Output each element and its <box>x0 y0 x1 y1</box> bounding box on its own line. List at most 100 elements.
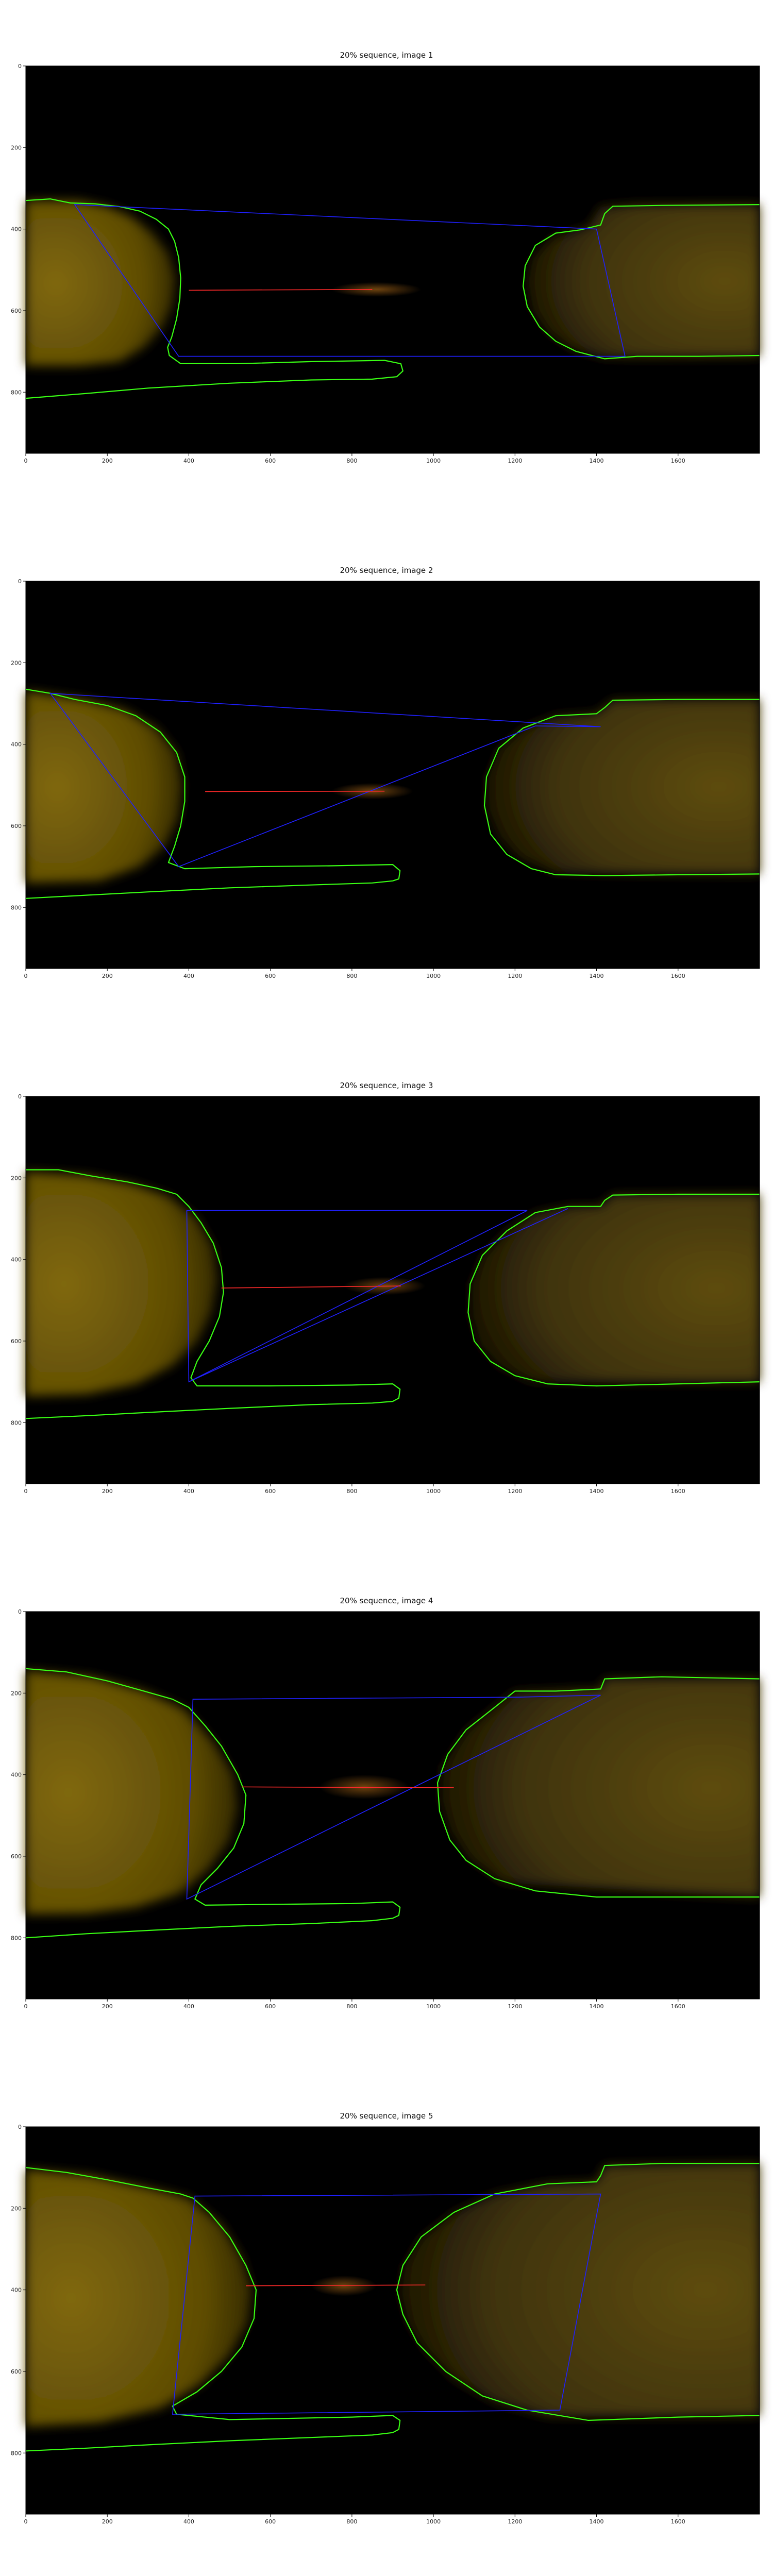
y-tick-label: 400 <box>11 2287 22 2294</box>
x-tick-label: 1600 <box>671 1488 685 1495</box>
bright-spot <box>331 282 422 297</box>
x-tick-label: 1200 <box>508 1488 522 1495</box>
left-droplet <box>26 200 176 366</box>
x-tick-label: 1400 <box>590 2003 604 2010</box>
x-tick-label: 600 <box>265 973 276 979</box>
x-tick-label: 600 <box>265 2003 276 2010</box>
x-tick-label: 1400 <box>590 2518 604 2525</box>
y-tick-label: 0 <box>18 2124 22 2130</box>
y-tick-label: 400 <box>11 741 22 748</box>
x-tick-label: 1000 <box>426 2003 441 2010</box>
panel-title: 20% sequence, image 2 <box>340 566 433 575</box>
left-contour <box>25 688 401 899</box>
red-gap-line <box>242 1786 454 1788</box>
bright-spot <box>311 2275 377 2296</box>
y-tick-label: 400 <box>11 1257 22 1263</box>
red-gap-line <box>221 1285 401 1289</box>
axes-frame <box>25 1611 760 1999</box>
y-tick-label: 200 <box>11 1690 22 1697</box>
blue-quadrilateral <box>186 1694 601 1900</box>
left-droplet <box>26 1670 238 1914</box>
x-tick-label: 1200 <box>508 457 522 464</box>
y-tick-label: 200 <box>11 1175 22 1181</box>
y-tick-label: 400 <box>11 226 22 233</box>
blue-quadrilateral <box>74 204 626 357</box>
blue-quadrilateral <box>49 692 601 868</box>
axes-frame <box>25 65 760 454</box>
y-tick-label: 400 <box>11 1772 22 1778</box>
x-tick-label: 0 <box>24 973 28 979</box>
x-tick-label: 400 <box>183 1488 194 1495</box>
x-tick-label: 1200 <box>508 973 522 979</box>
right-droplet <box>526 205 760 358</box>
x-tick-label: 1200 <box>508 2518 522 2525</box>
red-gap-line <box>205 790 385 792</box>
x-tick-label: 0 <box>24 1488 28 1495</box>
bright-spot <box>319 1774 409 1800</box>
axes-frame <box>25 581 760 969</box>
x-tick-label: 600 <box>265 457 276 464</box>
x-tick-label: 400 <box>183 973 194 979</box>
panel-5: 20% sequence, image 5 0 200 400 600 800 1000 12… <box>0 2061 773 2576</box>
x-tick-label: 1400 <box>590 973 604 979</box>
x-tick-label: 1400 <box>590 1488 604 1495</box>
panel-1: 20% sequence, image 1 0 200 400 600 800 1000 12… <box>0 0 773 515</box>
red-gap-line <box>189 289 373 291</box>
left-contour <box>25 1668 401 1939</box>
panel-4: 20% sequence, image 4 0 200 400 600 800 1000 12… <box>0 1546 773 2061</box>
right-droplet <box>398 2163 760 2416</box>
y-tick-label: 600 <box>11 823 22 829</box>
y-tick-label: 200 <box>11 2205 22 2212</box>
x-tick-label: 400 <box>183 2518 194 2525</box>
y-tick-label: 800 <box>11 2450 22 2456</box>
x-tick-label: 1600 <box>671 2003 685 2010</box>
x-tick-label: 800 <box>346 2003 357 2010</box>
x-tick-label: 0 <box>24 2518 28 2525</box>
panel-title: 20% sequence, image 1 <box>340 50 433 60</box>
x-tick-label: 1000 <box>426 2518 441 2525</box>
image-axes: 0 200 400 600 800 1000 1200 1400 1600 0 200 400 600 8… <box>11 1608 760 2010</box>
x-tick-label: 1000 <box>426 1488 441 1495</box>
x-tick-label: 1600 <box>671 2518 685 2525</box>
y-tick-label: 200 <box>11 144 22 151</box>
y-tick-label: 800 <box>11 1419 22 1426</box>
right-droplet <box>470 1194 760 1382</box>
x-tick-label: 1600 <box>671 457 685 464</box>
y-tick-label: 800 <box>11 389 22 396</box>
x-tick-label: 0 <box>24 2003 28 2010</box>
y-tick-label: 600 <box>11 308 22 314</box>
panel-title: 20% sequence, image 4 <box>340 1596 433 1605</box>
x-tick-label: 400 <box>183 457 194 464</box>
image-canvas: 0 200 400 600 800 1000 1200 1400 1600 0 200 400 600 8… <box>11 578 760 979</box>
y-tick-label: 0 <box>18 1608 22 1615</box>
blue-quadrilateral <box>172 2193 601 2415</box>
axes-frame <box>25 2126 760 2515</box>
y-tick-label: 0 <box>18 63 22 70</box>
left-droplet <box>26 2170 253 2427</box>
panel-title: 20% sequence, image 3 <box>340 1081 433 1090</box>
y-tick-label: 0 <box>18 1093 22 1100</box>
blue-quadrilateral <box>186 1210 528 1383</box>
x-tick-label: 200 <box>102 1488 113 1495</box>
image-axes: 0 200 400 600 800 1000 1200 1400 1600 0 200 400 600 8… <box>11 2124 760 2525</box>
image-axes: 0 200 400 600 800 1000 1200 1400 1600 0 200 400 600 8… <box>11 1093 760 1495</box>
x-tick-label: 1000 <box>426 457 441 464</box>
right-contour <box>467 1193 760 1387</box>
panel-3: 20% sequence, image 3 0 200 400 600 800 1000 12… <box>0 1030 773 1546</box>
image-axes: 0 200 400 600 800 1000 1200 1400 1600 0 200 400 600 8… <box>11 63 760 464</box>
y-tick-label: 600 <box>11 1338 22 1345</box>
x-tick-label: 800 <box>346 457 357 464</box>
x-tick-label: 200 <box>102 2003 113 2010</box>
x-tick-label: 1200 <box>508 2003 522 2010</box>
x-tick-label: 600 <box>265 1488 276 1495</box>
image-axes: 0 200 400 600 800 1000 1200 1400 1600 0 200 400 600 8… <box>11 578 760 979</box>
panel-2: 20% sequence, image 2 0 200 400 600 800 1000 12… <box>0 515 773 1030</box>
left-contour <box>25 198 404 399</box>
y-tick-label: 800 <box>11 1935 22 1941</box>
blue-diagonal <box>189 1208 568 1382</box>
left-droplet <box>26 1172 217 1396</box>
x-tick-label: 800 <box>346 973 357 979</box>
x-tick-label: 600 <box>265 2518 276 2525</box>
x-tick-label: 800 <box>346 1488 357 1495</box>
